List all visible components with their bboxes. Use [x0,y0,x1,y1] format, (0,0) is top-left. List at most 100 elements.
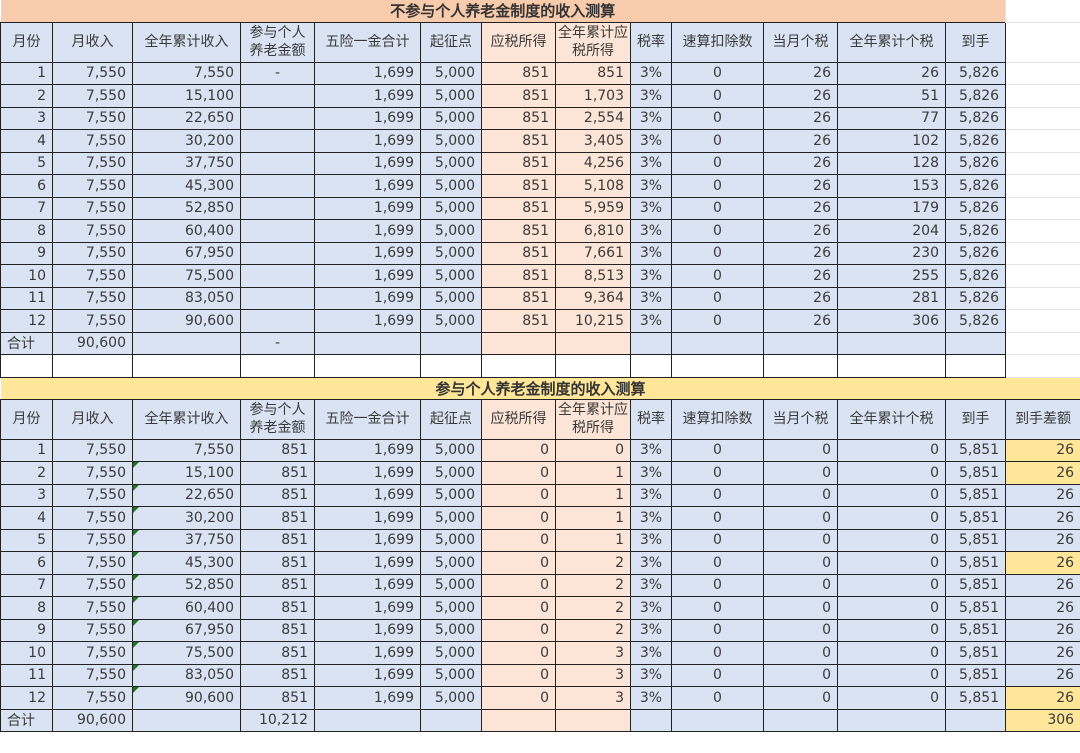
table-cell[interactable]: 851 [481,174,556,198]
table-cell[interactable]: 0 [481,663,556,687]
table-cell[interactable]: 3 [555,641,631,665]
table-cell[interactable]: 2 [555,551,631,575]
table-cell[interactable] [240,196,315,220]
table-cell[interactable]: 0 [481,686,556,710]
table-cell[interactable]: 851 [240,573,315,597]
table-cell[interactable]: 7,550 [52,551,133,575]
table-cell[interactable]: 0 [837,618,946,642]
total-cell[interactable] [837,708,946,732]
table-cell[interactable]: 26 [763,84,838,108]
empty-cell[interactable] [481,354,556,378]
table-cell[interactable]: 7,550 [52,641,133,665]
table-cell[interactable]: 179 [837,196,946,220]
table-cell[interactable]: 9 [0,618,53,642]
table-cell[interactable]: 3% [630,461,672,485]
table-cell[interactable]: 6 [0,174,53,198]
table-cell[interactable]: 26 [1005,506,1080,530]
table-cell[interactable]: 3% [630,438,672,462]
table-cell[interactable]: 15,100 [132,84,241,108]
table-cell[interactable]: 0 [671,528,764,552]
total-cell[interactable] [763,708,838,732]
table-cell[interactable]: 67,950 [132,241,241,265]
table-cell[interactable]: 5,851 [944,573,1007,597]
empty-cell[interactable] [1005,219,1080,243]
table-cell[interactable]: 7,550 [52,596,133,620]
table-cell[interactable]: 0 [671,686,764,710]
table-cell[interactable]: 5,000 [420,596,482,620]
empty-cell[interactable] [420,354,482,378]
error-indicator-icon[interactable] [133,642,139,648]
table-cell[interactable]: 5,826 [944,309,1007,333]
table-cell[interactable]: 7 [0,196,53,220]
table-cell[interactable]: 0 [671,309,764,333]
table-cell[interactable]: 1,699 [314,461,421,485]
table-cell[interactable]: 30,200 [132,129,241,153]
total-cell[interactable]: 90,600 [52,331,133,355]
total-cell[interactable] [630,331,672,355]
table-cell[interactable]: 26 [1005,483,1080,507]
table-cell[interactable]: 5,851 [944,528,1007,552]
table-cell[interactable]: 5,826 [944,129,1007,153]
table-cell[interactable]: 1,699 [314,641,421,665]
table-cell[interactable]: 0 [481,528,556,552]
table-cell[interactable]: 7,550 [52,618,133,642]
table-cell[interactable]: 5,851 [944,551,1007,575]
error-indicator-icon[interactable] [133,574,139,581]
table-cell[interactable]: 5,000 [420,84,482,108]
table-cell[interactable]: 0 [671,174,764,198]
table-cell[interactable]: 1,699 [314,106,421,130]
table-cell[interactable]: 5,000 [420,196,482,220]
table-cell[interactable]: 851 [481,286,556,310]
table-cell[interactable]: 0 [763,641,838,665]
table-cell[interactable]: 5,000 [420,151,482,175]
table-cell[interactable]: 851 [240,551,315,575]
table-cell[interactable]: 3% [630,596,672,620]
table-cell[interactable]: 851 [481,219,556,243]
table-cell[interactable]: 7,550 [52,461,133,485]
table-cell[interactable]: 851 [481,264,556,288]
empty-cell[interactable] [1005,84,1080,108]
table-cell[interactable]: 5,000 [420,129,482,153]
table-cell[interactable] [240,84,315,108]
table-cell[interactable]: 7,550 [52,686,133,710]
table-cell[interactable]: 0 [671,196,764,220]
table-cell[interactable]: 0 [481,551,556,575]
table-cell[interactable]: 851 [240,663,315,687]
table-cell[interactable]: 5,851 [944,438,1007,462]
table-cell[interactable]: 0 [671,241,764,265]
empty-cell[interactable] [1005,287,1080,310]
table-cell[interactable] [240,219,315,243]
table-cell[interactable]: 5,000 [420,309,482,333]
table-cell[interactable]: 5,851 [944,506,1007,530]
table-cell[interactable]: 851 [240,596,315,620]
table-cell[interactable]: 1,699 [314,196,421,220]
total-cell[interactable]: 90,600 [52,708,133,732]
table-cell[interactable]: 15,100 [132,461,241,485]
table-cell[interactable]: 0 [671,573,764,597]
table-cell[interactable]: 0 [671,219,764,243]
table-cell[interactable]: 26 [763,241,838,265]
table-cell[interactable]: 7,550 [132,61,241,85]
table-cell[interactable]: 0 [481,596,556,620]
table-cell[interactable]: 7,550 [52,438,133,462]
table-cell[interactable]: 26 [1005,596,1080,620]
table-cell[interactable]: 5,851 [944,461,1007,485]
table-cell[interactable]: 5,000 [420,663,482,687]
table-cell[interactable]: 102 [837,129,946,153]
table-cell[interactable]: 1,699 [314,596,421,620]
empty-cell[interactable] [630,354,672,378]
total-cell[interactable] [481,708,556,732]
table-cell[interactable]: 7,550 [52,528,133,552]
table-cell[interactable]: 6,810 [555,219,631,243]
table-cell[interactable]: 7,550 [52,506,133,530]
table-cell[interactable]: 11 [0,286,53,310]
table-cell[interactable]: 12 [0,309,53,333]
table-cell[interactable]: 26 [1005,641,1080,665]
table-cell[interactable]: 7,550 [52,196,133,220]
table-cell[interactable]: 5,000 [420,618,482,642]
table-cell[interactable]: 230 [837,241,946,265]
table-cell[interactable]: 851 [481,196,556,220]
table-cell[interactable]: 851 [240,461,315,485]
table-cell[interactable]: 1,699 [314,84,421,108]
table-cell[interactable]: 851 [481,151,556,175]
